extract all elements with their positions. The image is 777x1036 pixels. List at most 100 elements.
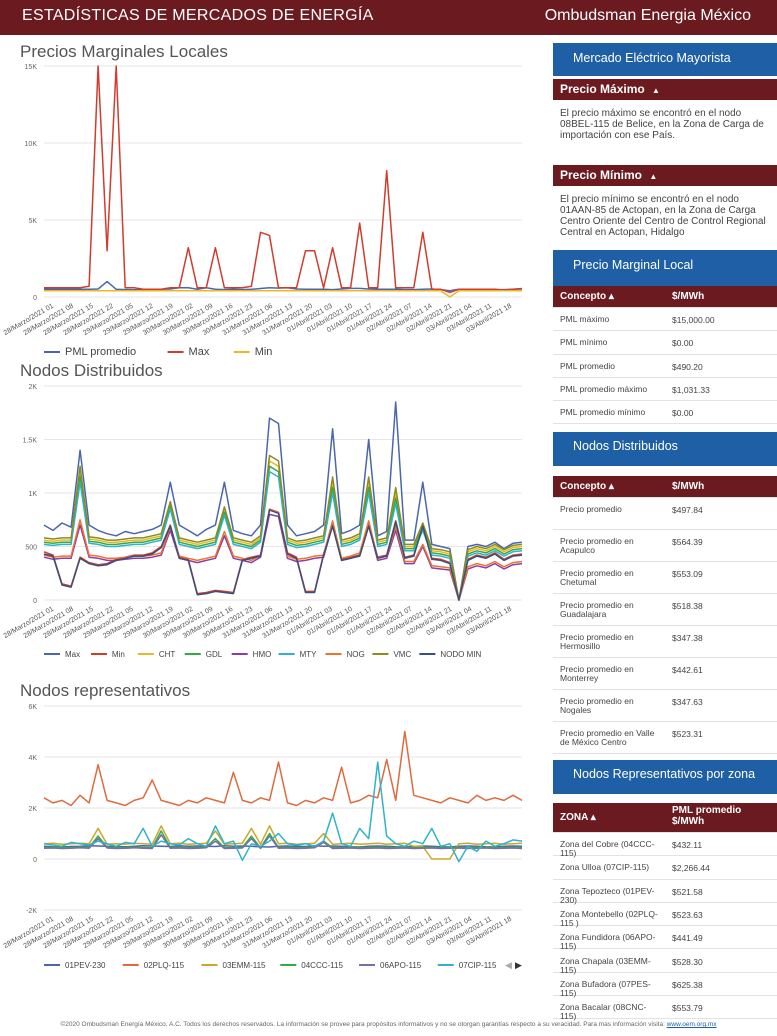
table-row: Precio promedio en Monterrey $442.61 (553, 658, 777, 690)
y-tick-label: 2K (28, 806, 37, 813)
table-row: PML máximo $15,000.00 (553, 308, 777, 332)
row-label: PML promedio (560, 360, 615, 371)
nodos-header: Nodos Distribuidos (553, 432, 777, 466)
row-label: Precio promedio en Hermosillo (560, 632, 634, 651)
caret-up-icon: ▲ (652, 86, 660, 95)
legend-item: 06APO-115 (380, 961, 422, 970)
table-row: Precio promedio $497.84 (553, 498, 777, 530)
table-row: Precio promedio en Hermosillo $347.38 (553, 626, 777, 658)
series-line-02plq-115 (43, 730, 523, 807)
legend-item: NODO MIN (440, 650, 481, 659)
legend-item: 01PEV-230 (65, 961, 106, 970)
prev-page-icon: ◀ (505, 960, 512, 970)
chart-title-nodos: Nodos Distribuidos (20, 361, 163, 380)
row-label: PML máximo (560, 314, 610, 324)
series-line-min (44, 290, 522, 298)
y-tick-label: 2K (28, 384, 37, 391)
table-header[interactable]: Concepto ▴ $/MWh (553, 476, 777, 498)
row-value: $442.61 (672, 665, 703, 675)
rep-header: Nodos Representativos por zona (553, 760, 777, 794)
series-line-nodo-min (43, 509, 523, 601)
row-label: PML promedio mínimo (560, 407, 646, 418)
y-tick-label: 15K (25, 64, 38, 71)
legend-item: Min (255, 346, 273, 358)
row-value: $432.11 (672, 840, 703, 850)
row-label: Zona del Cobre (04CCC-115) (560, 839, 655, 858)
table-row: Zona Bacalar (08CNC-115) $553.79 (553, 996, 777, 1022)
precio-max-toggle[interactable]: Precio Máximo ▲ (553, 79, 777, 100)
row-value: $564.39 (672, 537, 703, 547)
row-value: $521.58 (672, 886, 703, 897)
next-page-icon: ▶ (515, 960, 522, 970)
top-header: ESTADÍSTICAS DE MERCADOS DE ENERGÍA Ombu… (0, 0, 777, 35)
caret-up-icon: ▲ (649, 172, 658, 181)
header-brand: Ombudsman Energia México (544, 7, 751, 24)
row-label: Zona Fundidora (06APO-115) (560, 932, 656, 952)
table-row: PML promedio $490.20 (553, 355, 777, 378)
series-line-06apo-115 (43, 834, 523, 850)
y-tick-label: 0 (33, 598, 37, 605)
legend-item: Max (189, 346, 210, 358)
row-label: PML promedio máximo (560, 383, 648, 394)
legend-item: CHT (159, 650, 176, 659)
column-header-sort[interactable]: Concepto ▴ (560, 481, 614, 492)
row-label: Zona Chapala (03EMM-115) (560, 955, 651, 975)
row-label: Zona Bacalar (08CNC-115) (560, 1002, 647, 1022)
table-row: Zona del Cobre (04CCC-115) $432.11 (553, 833, 777, 858)
precio-min-toggle[interactable]: Precio Mínimo ▲ (553, 165, 777, 186)
row-value: $528.30 (672, 956, 703, 967)
column-header-value: $/MWh (672, 481, 705, 492)
legend-item: NOG (347, 650, 365, 659)
legend-item: GDL (206, 650, 223, 659)
legend-item: Min (112, 650, 125, 659)
column-header-sort[interactable]: Concepto ▴ (560, 291, 614, 302)
y-tick-label: 6K (28, 704, 37, 711)
y-tick-label: 500 (25, 545, 37, 552)
y-tick-label: 10K (25, 141, 38, 148)
chart-title-pml: Precios Marginales Locales (20, 42, 228, 61)
legend-item: HMO (253, 650, 272, 659)
legend-item: PML promedio (65, 346, 136, 358)
legend-item: 03EMM-115 (223, 961, 267, 970)
chart-title-representativos: Nodos representativos (20, 681, 191, 700)
table-row: PML promedio mínimo $0.00 (553, 401, 777, 425)
row-value: $625.38 (672, 979, 703, 990)
row-label: Precio promedio en Guadalajara (560, 600, 634, 619)
row-value: $1,031.33 (672, 384, 710, 395)
series-line-03emm-115 (43, 825, 523, 860)
series-line-pml-promedio (44, 280, 523, 292)
row-label: Precio promedio en Monterrey (560, 664, 634, 683)
row-value: $490.20 (672, 361, 703, 372)
table-row: Zona Tepozteco (01PEV-230) $521.58 (553, 880, 777, 904)
column-header-value: PML promedio $/MWh (672, 805, 742, 827)
y-tick-label: 1K (28, 491, 37, 498)
series-line-01pev-230 (43, 844, 523, 848)
row-value: $0.00 (672, 338, 694, 349)
row-label: Precio promedio (560, 504, 622, 514)
pml-header: Precio Marginal Local (553, 250, 777, 286)
column-header-sort[interactable]: ZONA ▴ (560, 812, 596, 823)
row-label: Precio promedio en Nogales (560, 696, 634, 715)
table-header[interactable]: ZONA ▴ PML promedio $/MWh (553, 803, 777, 833)
y-tick-label: 5K (28, 218, 37, 225)
row-value: $15,000.00 (672, 315, 715, 325)
precio-max-text: El precio máximo se encontró en el nodo … (560, 108, 764, 141)
row-value: $553.09 (672, 569, 703, 579)
y-tick-label: 0 (33, 857, 37, 864)
table-row: Precio promedio en Valle de México Centr… (553, 722, 777, 754)
row-value: $523.31 (672, 729, 703, 739)
column-header-value: $/MWh (672, 291, 705, 302)
series-line-mty (43, 470, 523, 601)
footer-link[interactable]: www.oem.org.mx (666, 1021, 717, 1028)
series-line-vmc (43, 454, 523, 601)
row-label: Precio promedio en Valle de México Centr… (560, 728, 655, 747)
series-line-max (44, 65, 523, 294)
header-title: ESTADÍSTICAS DE MERCADOS DE ENERGÍA (22, 7, 374, 24)
table-header[interactable]: Concepto ▴ $/MWh (553, 286, 777, 308)
y-tick-label: -2K (26, 908, 37, 915)
row-label: PML mínimo (560, 337, 608, 348)
series-line-07cip-115 (43, 761, 523, 863)
legend-item: 04CCC-115 (301, 961, 343, 970)
